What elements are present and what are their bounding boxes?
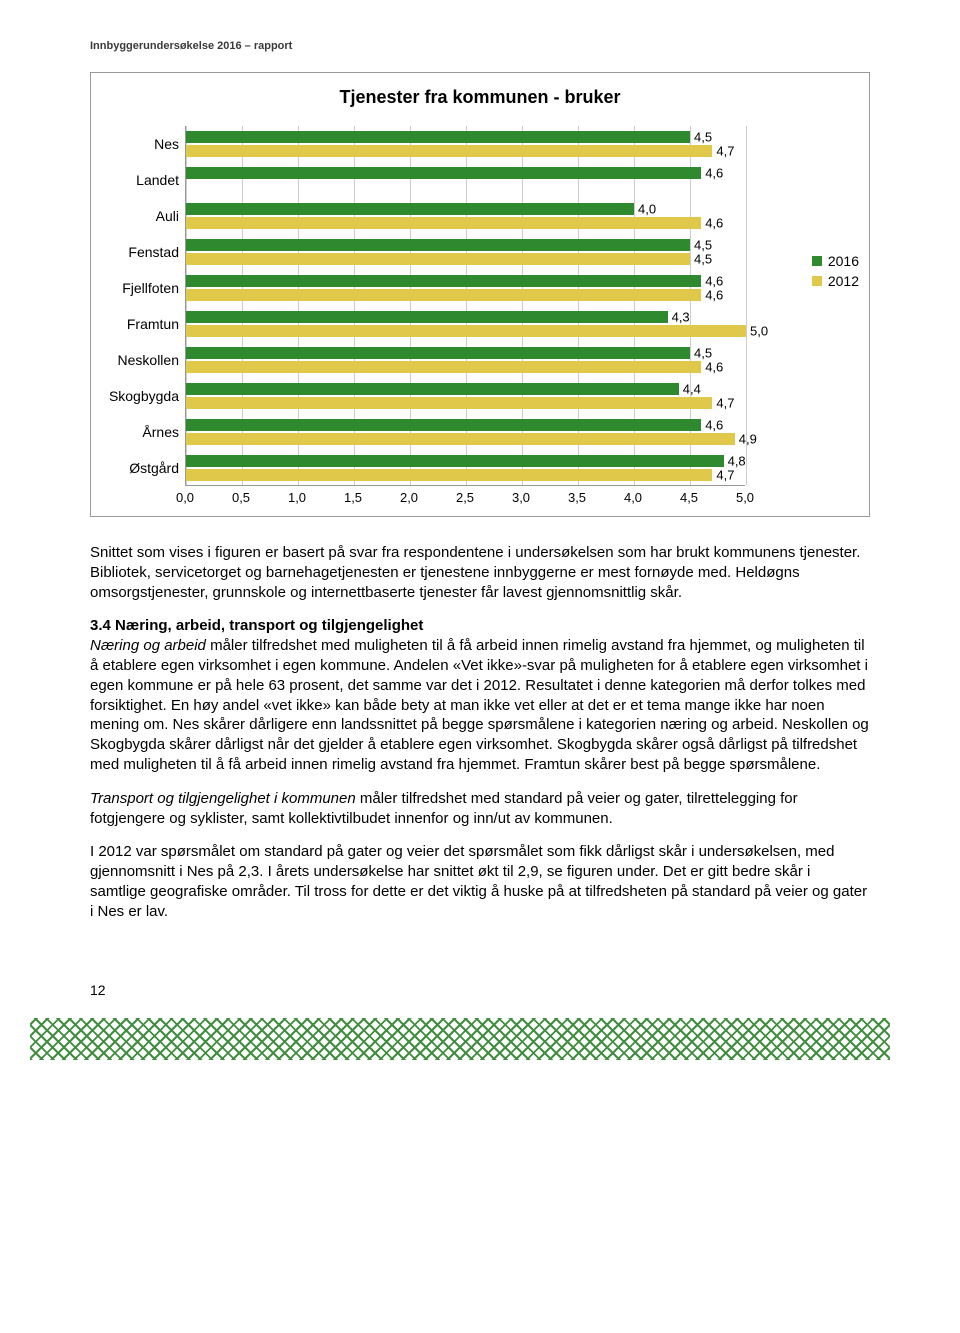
value-label: 4,5 (694, 252, 712, 267)
value-label: 4,5 (694, 238, 712, 253)
bar (186, 433, 735, 445)
x-tick: 0,0 (176, 490, 194, 505)
value-label: 4,6 (705, 418, 723, 433)
category-label: Fenstad (105, 234, 179, 270)
chart-row: 4,0 4,6 (186, 198, 745, 234)
legend-item-2012: 2012 (812, 273, 859, 289)
x-tick: 0,5 (232, 490, 250, 505)
legend-swatch-2012 (812, 276, 822, 286)
bar (186, 325, 746, 337)
category-label: Landet (105, 162, 179, 198)
bar (186, 419, 701, 431)
value-label: 4,5 (694, 346, 712, 361)
value-label: 4,3 (672, 310, 690, 325)
category-label: Neskollen (105, 342, 179, 378)
category-label: Nes (105, 126, 179, 162)
value-label: 4,9 (739, 432, 757, 447)
paragraph-4: I 2012 var spørsmålet om standard på gat… (90, 842, 870, 921)
x-tick: 4,5 (680, 490, 698, 505)
bar (186, 145, 712, 157)
italic-lead-3: Transport og tilgjengelighet i kommunen (90, 790, 356, 807)
x-tick: 5,0 (736, 490, 754, 505)
x-tick: 1,5 (344, 490, 362, 505)
value-label: 4,0 (638, 202, 656, 217)
footer-pattern (30, 1018, 890, 1060)
bar (186, 361, 701, 373)
x-tick: 3,0 (512, 490, 530, 505)
bar (186, 289, 701, 301)
value-label: 4,6 (705, 216, 723, 231)
paragraph-2-body: måler tilfredshet med muligheten til å f… (90, 637, 869, 773)
chart-legend: 2016 2012 (812, 253, 859, 293)
bar (186, 253, 690, 265)
legend-label-2016: 2016 (828, 253, 859, 269)
x-tick: 2,5 (456, 490, 474, 505)
value-label: 4,7 (716, 396, 734, 411)
x-tick: 3,5 (568, 490, 586, 505)
value-label: 4,8 (728, 454, 746, 469)
chart-row: 4,4 4,7 (186, 378, 745, 414)
bar (186, 203, 634, 215)
section-heading: 3.4 Næring, arbeid, transport og tilgjen… (90, 617, 423, 634)
x-tick: 2,0 (400, 490, 418, 505)
bar (186, 275, 701, 287)
category-label: Auli (105, 198, 179, 234)
paragraph-1: Snittet som vises i figuren er basert på… (90, 543, 870, 602)
chart-row: 4,64,9 (186, 414, 745, 450)
chart-row: 4,6 (186, 162, 745, 198)
value-label: 4,7 (716, 468, 734, 483)
chart-plot-area: 4,54,74,64,04,64,54,54,64,64,35,04,54,64… (185, 126, 745, 486)
chart-row: 4,5 4,7 (186, 126, 745, 162)
value-label: 4,6 (705, 166, 723, 181)
bar (186, 347, 690, 359)
bar (186, 131, 690, 143)
bar (186, 239, 690, 251)
legend-item-2016: 2016 (812, 253, 859, 269)
x-tick: 1,0 (288, 490, 306, 505)
bar (186, 167, 701, 179)
paragraph-2: 3.4 Næring, arbeid, transport og tilgjen… (90, 616, 870, 774)
body-text: Snittet som vises i figuren er basert på… (90, 543, 870, 922)
page-number: 12 (90, 982, 870, 998)
value-label: 4,6 (705, 288, 723, 303)
x-axis: 0,00,51,01,52,02,53,03,54,04,55,0 (185, 488, 745, 508)
category-label: Østgård (105, 450, 179, 486)
chart-row: 4,54,5 (186, 234, 745, 270)
chart-row: 4,84,7 (186, 450, 745, 486)
x-tick: 4,0 (624, 490, 642, 505)
value-label: 4,7 (716, 144, 734, 159)
legend-label-2012: 2012 (828, 273, 859, 289)
value-label: 4,4 (683, 382, 701, 397)
bar (186, 455, 724, 467)
value-label: 4,6 (705, 274, 723, 289)
chart-row: 4,54,6 (186, 342, 745, 378)
bar (186, 311, 668, 323)
italic-lead-2: Næring og arbeid (90, 637, 206, 654)
report-header: Innbyggerundersøkelse 2016 – rapport (90, 40, 870, 52)
bar (186, 383, 679, 395)
legend-swatch-2016 (812, 256, 822, 266)
category-axis: NesLandetAuliFenstadFjellfotenFramtunNes… (105, 126, 185, 508)
chart-row: 4,64,6 (186, 270, 745, 306)
category-label: Årnes (105, 414, 179, 450)
bar (186, 397, 712, 409)
paragraph-3: Transport og tilgjengelighet i kommunen … (90, 789, 870, 829)
bar (186, 217, 701, 229)
category-label: Framtun (105, 306, 179, 342)
bar (186, 469, 712, 481)
chart-row: 4,35,0 (186, 306, 745, 342)
category-label: Skogbygda (105, 378, 179, 414)
chart-container: Tjenester fra kommunen - bruker NesLande… (90, 72, 870, 517)
value-label: 5,0 (750, 324, 768, 339)
value-label: 4,6 (705, 360, 723, 375)
value-label: 4,5 (694, 130, 712, 145)
category-label: Fjellfoten (105, 270, 179, 306)
chart-title: Tjenester fra kommunen - bruker (105, 87, 855, 108)
